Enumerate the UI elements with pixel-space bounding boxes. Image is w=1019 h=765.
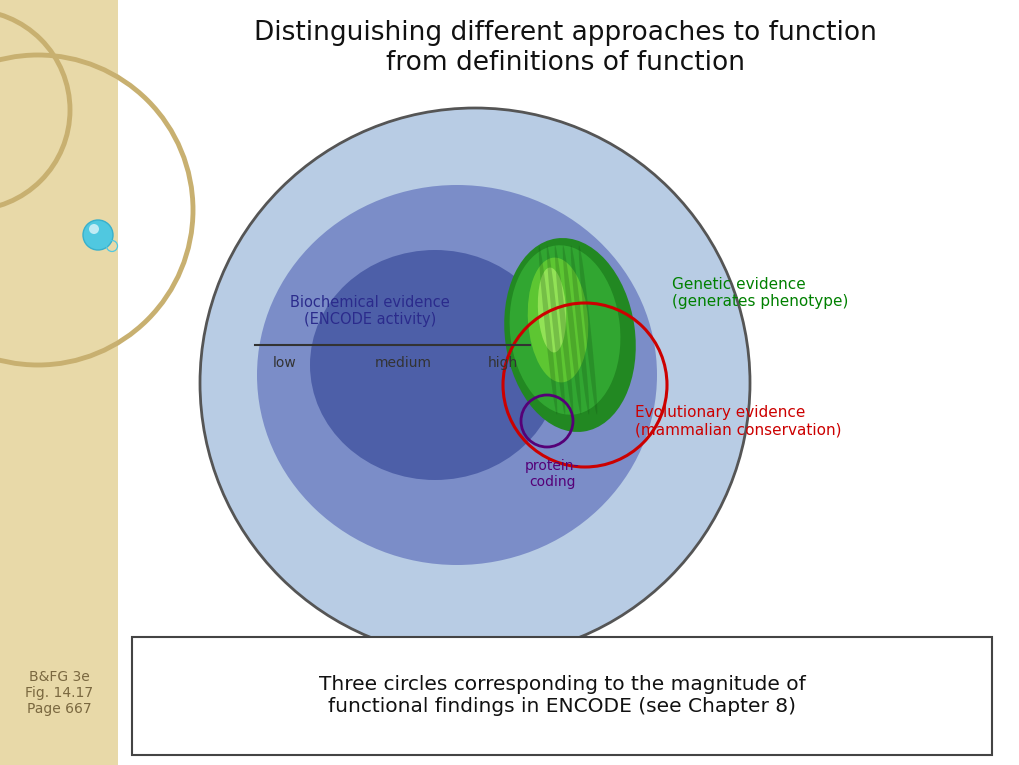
Ellipse shape — [510, 246, 620, 415]
Ellipse shape — [527, 258, 588, 382]
Ellipse shape — [571, 246, 589, 415]
Ellipse shape — [554, 246, 573, 415]
Circle shape — [200, 108, 749, 658]
Bar — [0, 0, 118, 765]
Ellipse shape — [310, 250, 559, 480]
Circle shape — [89, 224, 99, 234]
Circle shape — [83, 220, 113, 250]
Text: Distinguishing different approaches to function
from definitions of function: Distinguishing different approaches to f… — [254, 20, 875, 76]
Ellipse shape — [562, 246, 581, 415]
Text: Whole genome: Whole genome — [414, 681, 535, 695]
Text: medium: medium — [374, 356, 431, 370]
Ellipse shape — [538, 246, 556, 415]
Bar — [131, 637, 991, 755]
Text: protein-
coding: protein- coding — [525, 459, 579, 489]
Ellipse shape — [257, 185, 656, 565]
Text: Genetic evidence
(generates phenotype): Genetic evidence (generates phenotype) — [672, 277, 848, 309]
Ellipse shape — [546, 246, 565, 415]
Text: B&FG 3e
Fig. 14.17
Page 667: B&FG 3e Fig. 14.17 Page 667 — [24, 670, 93, 716]
Text: Biochemical evidence
(ENCODE activity): Biochemical evidence (ENCODE activity) — [289, 295, 449, 327]
Text: Three circles corresponding to the magnitude of
functional findings in ENCODE (s: Three circles corresponding to the magni… — [318, 675, 805, 717]
Ellipse shape — [578, 246, 597, 415]
Text: high: high — [487, 356, 518, 370]
Text: Evolutionary evidence
(mammalian conservation): Evolutionary evidence (mammalian conserv… — [635, 405, 841, 438]
Ellipse shape — [537, 268, 566, 353]
Text: low: low — [273, 356, 297, 370]
Ellipse shape — [503, 238, 635, 432]
